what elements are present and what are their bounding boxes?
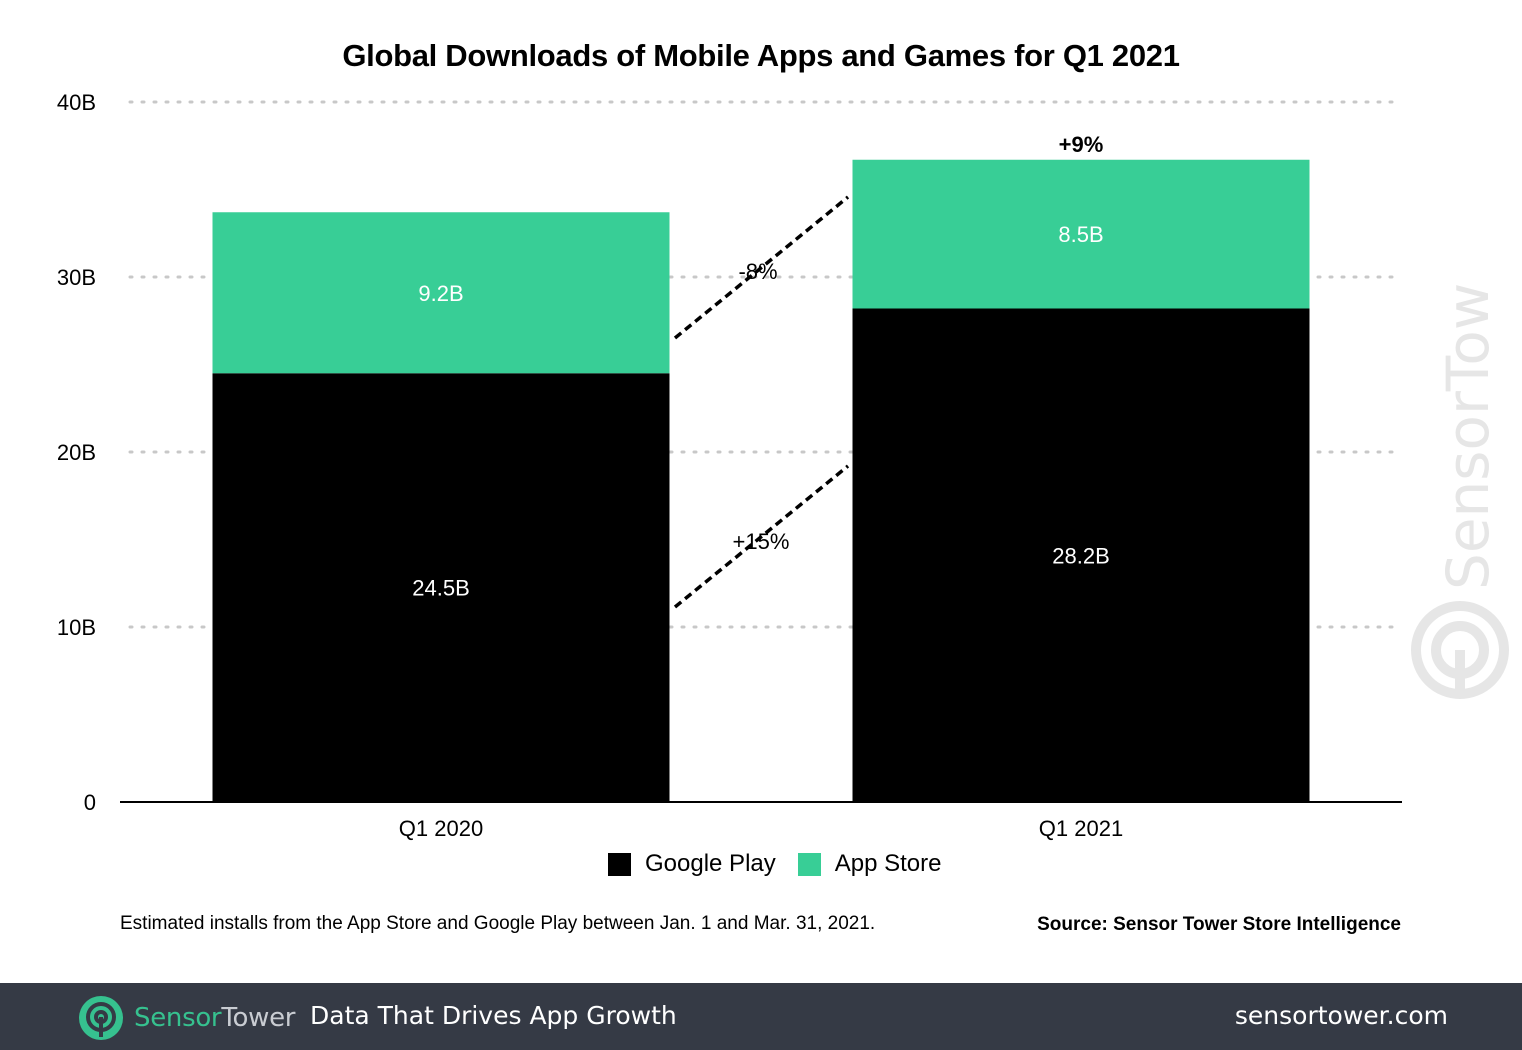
legend-item-app-store: App Store	[797, 850, 942, 878]
app-store-change-connector	[673, 195, 850, 340]
footer-brand-name: SensorTower	[134, 1003, 295, 1033]
sensortower-logo-icon	[79, 996, 123, 1040]
x-tick-label: Q1 2021	[1039, 816, 1123, 841]
footer-bar: SensorTower Data That Drives App Growth …	[0, 983, 1522, 1050]
legend-swatch-app-store	[797, 852, 821, 876]
data-label: 24.5B	[412, 576, 470, 601]
total-change-label: +9%	[1059, 132, 1104, 157]
legend-label-google-play: Google Play	[645, 850, 776, 877]
bar-google-play	[852, 308, 1310, 802]
chart-title: Global Downloads of Mobile Apps and Game…	[342, 38, 1180, 73]
x-tick-label: Q1 2020	[399, 816, 483, 841]
legend-swatch-google-play	[608, 852, 631, 876]
data-label: 28.2B	[1052, 543, 1110, 568]
footnote: Estimated installs from the App Store an…	[120, 913, 876, 934]
watermark-logo-icon	[1411, 601, 1509, 699]
app-store-change-label: -8%	[738, 259, 777, 284]
legend-label-app-store: App Store	[834, 850, 942, 877]
y-tick-label: 40B	[57, 90, 96, 115]
y-tick-label: 0	[84, 790, 96, 815]
bar-app-store	[852, 159, 1310, 309]
legend-item-google-play: Google Play	[608, 850, 776, 878]
footer-brand: SensorTower	[78, 995, 295, 1041]
legend: Google Play App Store	[608, 850, 963, 878]
stacked-bar-chart: 0 10B 20B 30B 40B 24.5B 9.2B Q1 2020 28.2B 8.5B Q1…	[57, 90, 1402, 841]
sensortower-watermark: SensorTower	[1411, 285, 1509, 699]
footer-tagline: Data That Drives App Growth	[310, 1001, 677, 1030]
brand-sensor: Sensor	[134, 1003, 222, 1033]
source-label: Source: Sensor Tower Store Intelligence	[1037, 914, 1401, 935]
y-tick-label: 30B	[57, 265, 96, 290]
google-play-change-connector	[673, 464, 850, 609]
footer-site-link[interactable]: sensortower.com	[1234, 1001, 1448, 1030]
watermark-text: SensorTower	[1434, 285, 1502, 590]
y-tick-label: 10B	[57, 615, 96, 640]
y-tick-label: 20B	[57, 440, 96, 465]
brand-tower: Tower	[221, 1003, 296, 1033]
data-label: 9.2B	[418, 281, 463, 306]
google-play-change-label: +15%	[733, 529, 790, 554]
data-label: 8.5B	[1058, 222, 1103, 247]
bar-app-store	[212, 212, 670, 374]
bar-google-play	[212, 373, 670, 802]
